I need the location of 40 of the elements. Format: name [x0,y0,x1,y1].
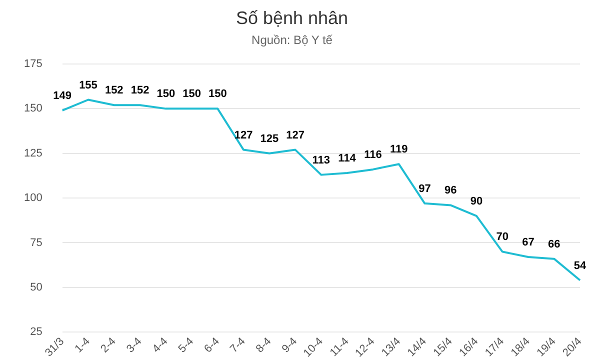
data-label: 114 [338,152,357,165]
x-tick-label: 5-4 [176,336,196,356]
y-tick-label: 150 [24,102,42,115]
data-label: 152 [104,84,124,97]
y-tick-label: 25 [30,326,42,338]
data-label: 96 [444,184,457,197]
data-label: 127 [234,129,253,142]
data-label: 125 [260,132,279,145]
data-label: 116 [364,148,382,161]
data-label: 54 [574,260,587,272]
chart-title: Số bệnh nhân [236,8,348,28]
data-label: 90 [470,195,483,208]
x-tick-label: 6-4 [202,336,222,356]
x-tick-label: 2-4 [98,336,118,356]
data-label: 155 [79,79,98,92]
x-tick-label: 1-4 [72,336,92,356]
data-label: 119 [390,144,408,156]
data-label: 152 [130,84,150,97]
data-label: 127 [286,129,304,142]
data-label: 150 [182,88,201,100]
y-tick-label: 125 [24,147,42,160]
data-label: 67 [522,236,534,249]
y-tick-label: 75 [30,236,42,249]
data-label: 113 [312,154,330,166]
data-label: 149 [53,90,72,102]
x-tick-label: 31/3 [42,336,67,360]
x-tick-label: 7-4 [228,336,248,356]
data-label: 70 [496,231,508,244]
data-label: 97 [418,182,431,195]
data-label: 66 [548,238,560,250]
data-label: 150 [156,88,176,100]
chart-subtitle: Nguồn: Bộ Y tế [252,33,333,48]
x-tick-label: 4-4 [150,336,170,356]
y-tick-label: 50 [30,281,42,294]
data-label: 150 [208,88,227,100]
x-tick-label: 3-4 [124,336,144,356]
y-tick-label: 175 [24,58,42,70]
x-tick-label: 8-4 [254,336,274,356]
y-tick-label: 100 [24,192,42,204]
x-tick-label: 9-4 [280,336,300,356]
